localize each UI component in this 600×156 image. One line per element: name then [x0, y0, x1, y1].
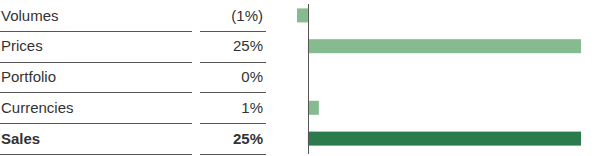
data-label: 25%: [233, 130, 263, 147]
row-separators: [0, 32, 266, 155]
category-label: Prices: [1, 37, 43, 54]
row-separator: [200, 123, 266, 124]
row-separator: [0, 62, 192, 63]
row-separator: [0, 92, 192, 93]
category-label: Portfolio: [1, 68, 56, 85]
category-label: Volumes: [1, 7, 59, 24]
category-label: Sales: [1, 130, 40, 147]
baseline: [308, 4, 309, 154]
bar: [308, 132, 581, 146]
data-labels: (1%) 25% 0% 1% 25%: [231, 7, 263, 147]
data-label: 25%: [233, 37, 263, 54]
row-separator: [0, 154, 192, 155]
row-separator: [200, 92, 266, 93]
row-separator: [200, 154, 266, 155]
row-separator: [0, 123, 192, 124]
row-separator: [0, 31, 192, 32]
data-label: 1%: [241, 99, 263, 116]
bar: [308, 101, 319, 115]
bar: [297, 8, 308, 22]
data-label: 0%: [241, 68, 263, 85]
data-label: (1%): [231, 7, 263, 24]
row-separator: [200, 62, 266, 63]
bars: [297, 8, 581, 145]
bar: [308, 39, 581, 53]
chart: Volumes Prices Portfolio Currencies Sales (1%…: [0, 0, 600, 156]
row-separator: [200, 31, 266, 32]
category-label: Currencies: [1, 99, 74, 116]
category-labels: Volumes Prices Portfolio Currencies Sales: [1, 7, 74, 147]
